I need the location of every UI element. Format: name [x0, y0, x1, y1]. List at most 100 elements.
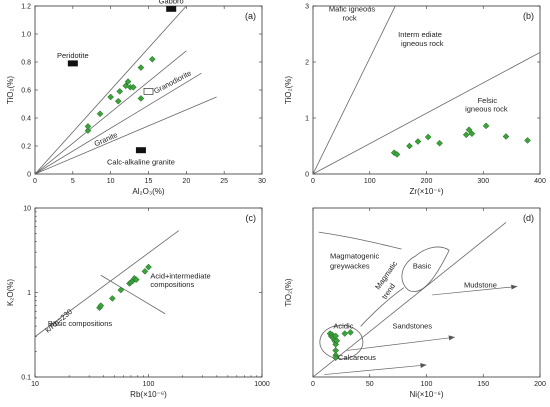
data-point	[148, 55, 156, 63]
x-axis-label: Zr(×10⁻⁶)	[410, 187, 444, 196]
reference-line	[313, 222, 507, 377]
data-layer	[35, 230, 180, 338]
data-point	[465, 126, 473, 134]
data-point	[524, 137, 531, 144]
reference-line	[35, 230, 180, 338]
y-tick-label: 0	[305, 172, 309, 179]
annotation-label: compositions	[150, 280, 194, 289]
region-label: rock	[343, 14, 357, 23]
reference-marker	[67, 60, 78, 67]
data-point	[114, 97, 122, 105]
y-tick-label: 1.0	[21, 32, 31, 39]
x-axis-label: Al₂O₃(%)	[132, 187, 164, 196]
reference-label: Gabbro	[159, 0, 184, 5]
y-tick-label: 0.8	[21, 60, 31, 67]
data-point	[84, 127, 92, 134]
panel-label: (b)	[523, 11, 534, 21]
panel-c: 10 100 1000 0.1 1 10 Rb(×10⁻⁶) K₂O(%) (c) Acid+in…	[6, 206, 270, 400]
region-label: Calcareous	[338, 353, 376, 362]
basic-field-outline	[401, 246, 450, 292]
data-point	[130, 83, 137, 91]
x-tick-label: 400	[534, 178, 546, 185]
data-point	[502, 133, 510, 140]
y-tick-label: 0.2	[21, 144, 31, 151]
region-label: Acidic	[333, 322, 353, 331]
reference-marker	[143, 88, 154, 95]
region-label: Mudstone	[464, 281, 497, 290]
x-axis-label: Rb(×10⁻⁶)	[130, 390, 167, 399]
y-tick-label: 1	[27, 290, 31, 297]
data-layer	[35, 6, 217, 174]
y-tick-label: 1.2	[21, 4, 31, 11]
y-tick-label: 3	[305, 4, 309, 11]
reference-line	[313, 52, 540, 174]
annotation-label: Basic compositions	[48, 319, 112, 328]
x-tick-label: 5	[71, 178, 75, 185]
x-tick-label: 50	[366, 381, 374, 388]
data-point	[462, 131, 470, 139]
arrow-head	[420, 363, 427, 368]
data-point	[406, 142, 413, 150]
data-point	[96, 110, 104, 118]
x-tick-label: 100	[143, 381, 155, 388]
data-point	[393, 151, 401, 158]
region-label: igneous rock	[465, 104, 508, 113]
annotation-label: Acid+intermediate	[150, 272, 210, 281]
y-axis-label: K₂O(%)	[6, 279, 15, 306]
panel-label: (c)	[246, 213, 257, 223]
panel-label: (d)	[523, 213, 534, 223]
data-point	[482, 122, 490, 130]
reference-line	[100, 274, 166, 315]
x-tick-label: 1000	[254, 381, 270, 388]
x-tick-label: 150	[477, 381, 489, 388]
y-tick-label: 0	[27, 172, 31, 179]
panel-d: 0 50 100 150 200 Ni(×10⁻⁶) TiO₂(%) (d) Magmatoge…	[284, 207, 546, 399]
plot-frame	[34, 207, 263, 378]
data-layer	[313, 222, 518, 377]
reference-line	[35, 50, 187, 174]
x-tick-label: 200	[421, 178, 433, 185]
region-label: igneous rock	[401, 39, 444, 48]
y-tick-label: 1	[305, 116, 309, 123]
acidic-field-ellipse	[319, 324, 364, 360]
data-point	[137, 95, 145, 102]
panel-a: 0 5 10 15 20 25 30 0 0.2 0.4 0.6 0.8 1.0 1.2 Al₂O₃(%) T…	[6, 0, 266, 196]
reference-line	[35, 96, 217, 174]
y-tick-label: 2	[305, 60, 309, 67]
x-tick-label: 25	[220, 178, 228, 185]
region-label: Mafic igneous	[329, 5, 376, 14]
plot-frame	[312, 207, 541, 378]
data-point	[116, 88, 124, 95]
x-tick-label: 10	[107, 178, 115, 185]
data-point	[97, 302, 105, 309]
region-label: Basic	[413, 261, 432, 270]
data-point	[132, 276, 140, 283]
data-point	[468, 130, 476, 138]
data-point	[117, 286, 125, 294]
y-tick-label: 0.6	[21, 88, 31, 95]
data-point	[333, 337, 341, 345]
trend-arrow	[432, 286, 518, 296]
data-point	[436, 139, 443, 147]
reference-line	[35, 72, 202, 174]
x-tick-label: 100	[364, 178, 376, 185]
reference-label: Calc-alkaline granite	[107, 158, 175, 167]
x-tick-label: 10	[31, 381, 39, 388]
x-tick-label: 100	[421, 381, 433, 388]
data-point	[84, 123, 92, 130]
trend-arrow	[324, 364, 427, 375]
y-tick-label: 10	[23, 206, 31, 213]
data-point	[424, 133, 432, 141]
y-axis-label: TiO₂(%)	[284, 278, 293, 306]
data-point	[145, 263, 152, 271]
x-tick-label: 20	[182, 178, 190, 185]
arrow-head	[511, 284, 518, 290]
region-label: Magmatogenic	[330, 252, 379, 261]
region-label: Interm ediate	[398, 30, 442, 39]
x-tick-label: 300	[477, 178, 489, 185]
x-tick-label: 15	[145, 178, 153, 185]
data-point	[124, 78, 132, 85]
reference-marker	[135, 147, 146, 154]
y-axis-label: TiO₂(%)	[284, 76, 293, 104]
